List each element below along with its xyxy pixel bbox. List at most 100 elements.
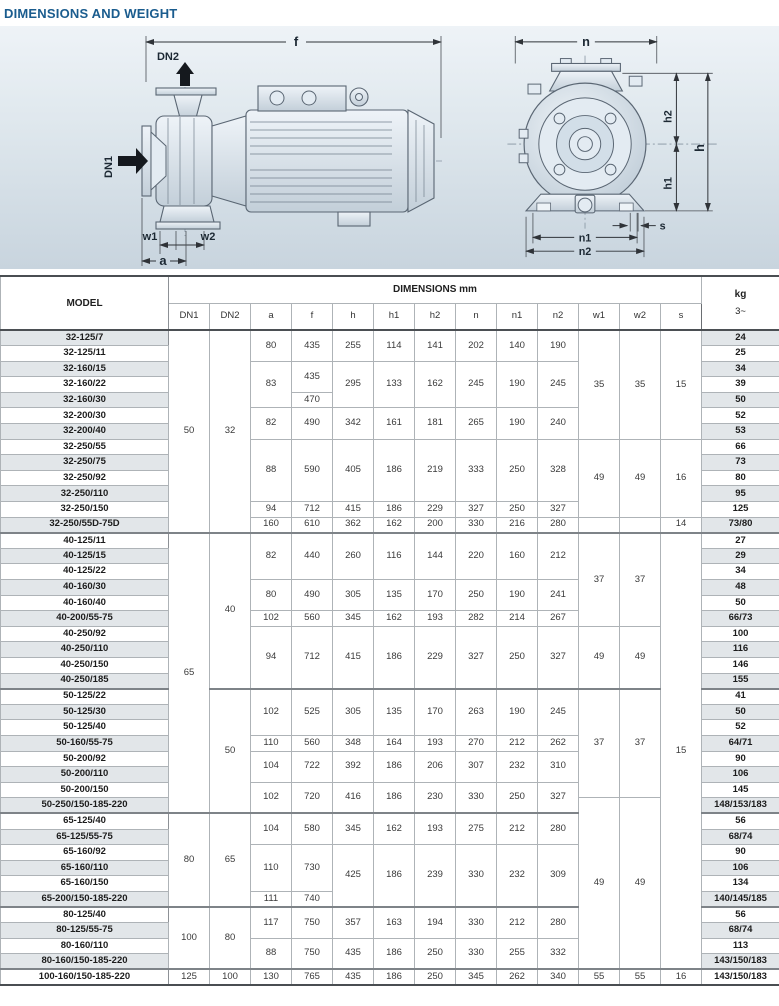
dimension-cell: 232: [497, 845, 538, 907]
dimension-cell: 162: [374, 611, 415, 627]
dimension-cell: 37: [620, 533, 661, 627]
dimension-cell: 327: [538, 502, 579, 518]
dimension-cell: 190: [497, 361, 538, 408]
dimension-cell: 435: [333, 969, 374, 985]
dimension-cell: 194: [415, 907, 456, 938]
dimension-cell: 202: [456, 330, 497, 361]
weight-cell: 116: [702, 642, 779, 658]
dimension-cell: 330: [456, 517, 497, 533]
dimension-cell: 141: [415, 330, 456, 361]
dimension-cell: 229: [415, 502, 456, 518]
dimension-cell: 425: [333, 845, 374, 907]
weight-cell: 106: [702, 860, 779, 876]
dimension-cell: 104: [251, 813, 292, 844]
dimension-cell: 193: [415, 611, 456, 627]
model-cell: 50-200/150: [1, 782, 169, 798]
dim-label-n: n: [582, 34, 590, 49]
dimension-cell: 80: [251, 580, 292, 611]
dimension-cell: 340: [538, 969, 579, 985]
dimensions-mm-header: DIMENSIONS mm: [169, 276, 702, 303]
dimension-cell: 250: [497, 626, 538, 688]
dimension-cell: 110: [251, 735, 292, 751]
dimension-cell: 80: [251, 330, 292, 361]
dimension-cell: 144: [415, 533, 456, 580]
weight-cell: 39: [702, 377, 779, 393]
dimension-cell: 190: [497, 580, 538, 611]
weight-cell: 145: [702, 782, 779, 798]
dim-label-h2: h2: [663, 110, 675, 123]
weight-cell: 27: [702, 533, 779, 549]
dimension-cell: 186: [374, 969, 415, 985]
dimension-cell: 100: [169, 907, 210, 969]
dimension-cell: 16: [661, 439, 702, 517]
dimension-cell: 267: [538, 611, 579, 627]
dimension-cell: 82: [251, 533, 292, 580]
dimension-cell: 750: [292, 938, 333, 969]
dimension-cell: 275: [456, 813, 497, 844]
dimension-cell: 560: [292, 611, 333, 627]
model-cell: 32-125/11: [1, 346, 169, 362]
weight-cell: 143/150/183: [702, 969, 779, 985]
dimension-cell: 405: [333, 439, 374, 501]
dimension-cell: 712: [292, 626, 333, 688]
model-column-header: MODEL: [1, 276, 169, 330]
dimension-cell: 50: [210, 689, 251, 814]
model-cell: 32-200/30: [1, 408, 169, 424]
dimension-cell: 186: [374, 626, 415, 688]
dn2-flow-arrow-icon: [176, 62, 194, 86]
weight-cell: 90: [702, 845, 779, 861]
dimension-cell: 309: [538, 845, 579, 907]
dimension-cell: 255: [333, 330, 374, 361]
dimension-cell: 15: [661, 330, 702, 439]
dimension-cell: 270: [456, 735, 497, 751]
model-cell: 50-200/110: [1, 767, 169, 783]
dimension-cell: [579, 517, 620, 533]
dimension-cell: 117: [251, 907, 292, 938]
dimension-cell: 37: [579, 533, 620, 627]
dimension-cell: 162: [374, 813, 415, 844]
model-cell: 40-125/11: [1, 533, 169, 549]
weight-cell: 73/80: [702, 517, 779, 533]
model-cell: 40-160/40: [1, 595, 169, 611]
weight-cell: 52: [702, 720, 779, 736]
model-cell: 50-250/150-185-220: [1, 798, 169, 814]
dimension-cell: 245: [538, 689, 579, 736]
dimension-cell: 328: [538, 439, 579, 501]
model-cell: 40-250/150: [1, 657, 169, 673]
dimension-cell: 55: [620, 969, 661, 985]
dimension-cell: 245: [456, 361, 497, 408]
col-header-n2: n2: [538, 303, 579, 330]
dimension-cell: 560: [292, 735, 333, 751]
weight-cell: 66: [702, 439, 779, 455]
dimension-cell: 435: [333, 938, 374, 969]
dimension-cell: 104: [251, 751, 292, 782]
dimension-cell: 49: [620, 626, 661, 688]
model-cell: 32-160/30: [1, 392, 169, 408]
dimension-cell: 327: [538, 782, 579, 813]
diagram-panel: f DN2 DN1 w1 w2: [0, 26, 779, 269]
dimension-cell: 102: [251, 689, 292, 736]
model-cell: 65-125/55-75: [1, 829, 169, 845]
dim-label-h: h: [692, 144, 707, 152]
col-header-h1: h1: [374, 303, 415, 330]
dimension-cell: 193: [415, 813, 456, 844]
dimension-cell: 280: [538, 517, 579, 533]
weight-cell: 73: [702, 455, 779, 471]
col-header-w1: w1: [579, 303, 620, 330]
dimension-cell: 712: [292, 502, 333, 518]
dim-label-h1: h1: [663, 177, 675, 190]
dimension-cell: 16: [661, 969, 702, 985]
model-cell: 80-160/150-185-220: [1, 954, 169, 970]
dimension-cell: 720: [292, 782, 333, 813]
dimension-cell: 15: [661, 533, 702, 970]
dimension-cell: 216: [497, 517, 538, 533]
dimension-cell: 114: [374, 330, 415, 361]
dimension-cell: 470: [292, 392, 333, 408]
weight-cell: 100: [702, 626, 779, 642]
weight-cell: 53: [702, 424, 779, 440]
dimension-cell: 415: [333, 502, 374, 518]
dimension-cell: 212: [538, 533, 579, 580]
dimension-cell: 295: [333, 361, 374, 408]
phase-label: 3~: [702, 307, 779, 317]
